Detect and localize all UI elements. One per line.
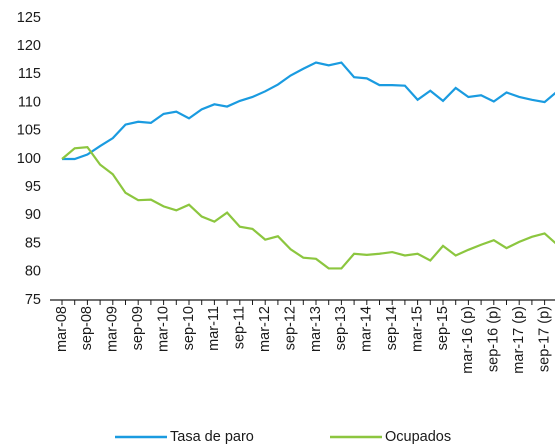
x-tick-label: sep-08 (79, 306, 95, 350)
x-tick-label: sep-09 (130, 306, 146, 350)
y-tick-label: 95 (25, 179, 41, 195)
series-line (61, 146, 555, 270)
y-tick-label: 75 (25, 292, 41, 308)
x-tick-label: sep-15 (435, 306, 451, 350)
x-tick-label: mar-13 (308, 306, 324, 352)
legend-label: Tasa de paro (170, 429, 254, 445)
x-tick-label: mar-17 (p) (511, 306, 527, 374)
plot-area (61, 61, 555, 270)
legend-label: Ocupados (385, 429, 451, 445)
y-tick-label: 90 (25, 207, 41, 223)
x-tick-label: mar-15 (409, 306, 425, 352)
y-tick-label: 120 (17, 38, 41, 54)
x-tick-label: mar-14 (359, 306, 375, 352)
y-tick-label: 85 (25, 235, 41, 251)
x-tick-label: mar-10 (155, 306, 171, 352)
y-tick-label: 125 (17, 10, 41, 26)
x-tick-label: sep-10 (181, 306, 197, 350)
x-tick-label: sep-11 (232, 306, 248, 349)
y-tick-label: 100 (17, 151, 41, 167)
x-tick-label: sep-12 (282, 306, 298, 350)
x-tick-label: mar-11 (206, 306, 222, 351)
y-tick-label: 115 (18, 66, 41, 82)
x-tick-label: mar-12 (257, 306, 273, 352)
y-tick-label: 110 (18, 94, 41, 110)
series-line (62, 61, 555, 161)
x-tick-label: mar-09 (105, 306, 121, 352)
x-tick-label: sep-14 (384, 306, 400, 350)
x-tick-label: mar-08 (54, 306, 70, 352)
x-tick-label: sep-13 (333, 306, 349, 350)
x-tick-label: mar-16 (p) (460, 306, 476, 374)
x-tick-label: sep-16 (p) (486, 306, 502, 372)
y-tick-label: 105 (17, 123, 41, 139)
x-tick-label: sep-17 (p) (536, 306, 552, 372)
y-tick-label: 80 (25, 264, 41, 280)
